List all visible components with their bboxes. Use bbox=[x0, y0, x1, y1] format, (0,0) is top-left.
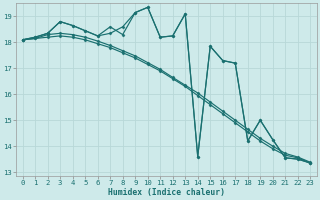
X-axis label: Humidex (Indice chaleur): Humidex (Indice chaleur) bbox=[108, 188, 225, 197]
